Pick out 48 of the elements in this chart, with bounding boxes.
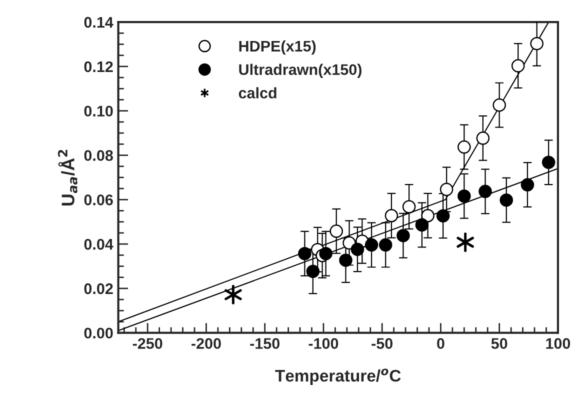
y-tick-label: 0.08 <box>84 150 113 161</box>
x-tick-label: -150 <box>250 338 280 349</box>
x-tick-label: 0 <box>437 338 444 349</box>
point <box>511 59 525 72</box>
point <box>306 264 320 278</box>
point <box>440 182 454 196</box>
point <box>396 228 410 242</box>
point <box>364 238 378 252</box>
legend-label: calcd <box>238 87 276 98</box>
y-tick-label: 0.02 <box>84 283 113 294</box>
point <box>298 246 312 260</box>
x-tick-label: -200 <box>192 338 221 349</box>
y-tick-label: 0.12 <box>84 61 113 72</box>
point <box>436 209 450 222</box>
point <box>378 238 392 252</box>
x-tick-label: -50 <box>372 338 393 349</box>
y-tick-label: 0.14 <box>84 16 114 28</box>
point <box>330 224 344 238</box>
point <box>478 184 492 198</box>
y-tick-label: 0.10 <box>84 106 113 117</box>
x-tick-label: 50 <box>491 338 508 349</box>
legend-label: Ultradrawn(x150) <box>239 64 362 78</box>
point <box>350 242 364 256</box>
point <box>492 98 506 112</box>
point <box>339 254 352 267</box>
x-axis-title: Temperature/$^{o}$C <box>275 368 401 385</box>
point <box>500 193 514 207</box>
legend-label: HDPE(x15) <box>239 40 316 55</box>
point <box>458 140 471 154</box>
point <box>520 178 534 192</box>
point <box>542 156 556 169</box>
point <box>458 189 471 203</box>
point <box>402 200 416 214</box>
y-axis-title: U$_{aa}$/Å$^{2}$ <box>58 150 78 206</box>
point <box>530 36 544 50</box>
point <box>224 284 242 304</box>
y-tick-label: 0.04 <box>84 238 114 250</box>
point <box>415 218 429 232</box>
x-tick-label: -100 <box>308 338 338 349</box>
x-tick-label: -250 <box>132 338 162 349</box>
point <box>476 132 490 145</box>
point <box>384 208 398 222</box>
x-tick-label: 100 <box>546 338 570 349</box>
point <box>456 232 474 252</box>
y-tick-label: 0.00 <box>84 328 113 339</box>
y-tick-label: 0.06 <box>84 194 113 206</box>
point <box>421 208 434 222</box>
point <box>319 246 332 260</box>
